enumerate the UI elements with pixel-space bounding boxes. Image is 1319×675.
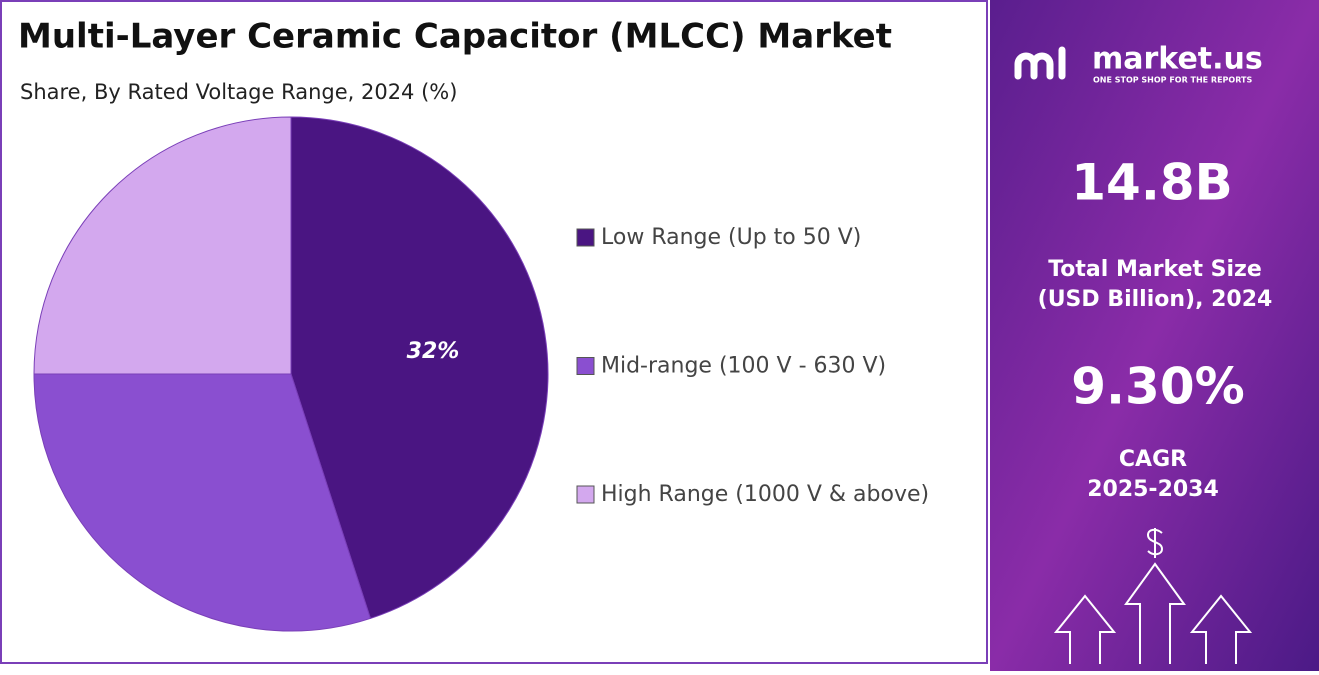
chart-subtitle: Share, By Rated Voltage Range, 2024 (%) <box>20 80 457 104</box>
pie-slice <box>33 116 292 375</box>
logo-icon <box>1014 46 1066 80</box>
legend: Low Range (Up to 50 V) Mid-range (100 V -… <box>576 225 929 507</box>
brand: market.us <box>1092 42 1263 77</box>
cagr-label: 2025-2034 <box>1087 477 1219 502</box>
arrows-decoration <box>1053 528 1253 664</box>
market-size-label: (USD Billion), 2024 <box>1038 287 1273 312</box>
legend-label: High Range (1000 V & above) <box>601 482 929 507</box>
chart-title: Multi-Layer Ceramic Capacitor (MLCC) Mar… <box>18 17 892 57</box>
cagr: 9.30% <box>1071 358 1244 416</box>
pie-slice <box>290 116 549 620</box>
pie-slice <box>33 373 372 632</box>
tagline: ONE STOP SHOP FOR THE REPORTS <box>1093 76 1252 85</box>
slice-annotation: 32% <box>407 339 460 364</box>
market-size: 14.8B <box>1071 154 1232 212</box>
legend-swatch <box>576 228 595 247</box>
side-panel <box>990 0 1319 671</box>
cagr-label: CAGR <box>1119 447 1187 472</box>
market-size-label: Total Market Size <box>1048 257 1262 282</box>
pie <box>33 116 549 632</box>
legend-swatch <box>576 485 595 504</box>
legend-label: Low Range (Up to 50 V) <box>601 225 861 250</box>
legend-label: Mid-range (100 V - 630 V) <box>601 354 886 379</box>
legend-swatch <box>576 357 595 375</box>
